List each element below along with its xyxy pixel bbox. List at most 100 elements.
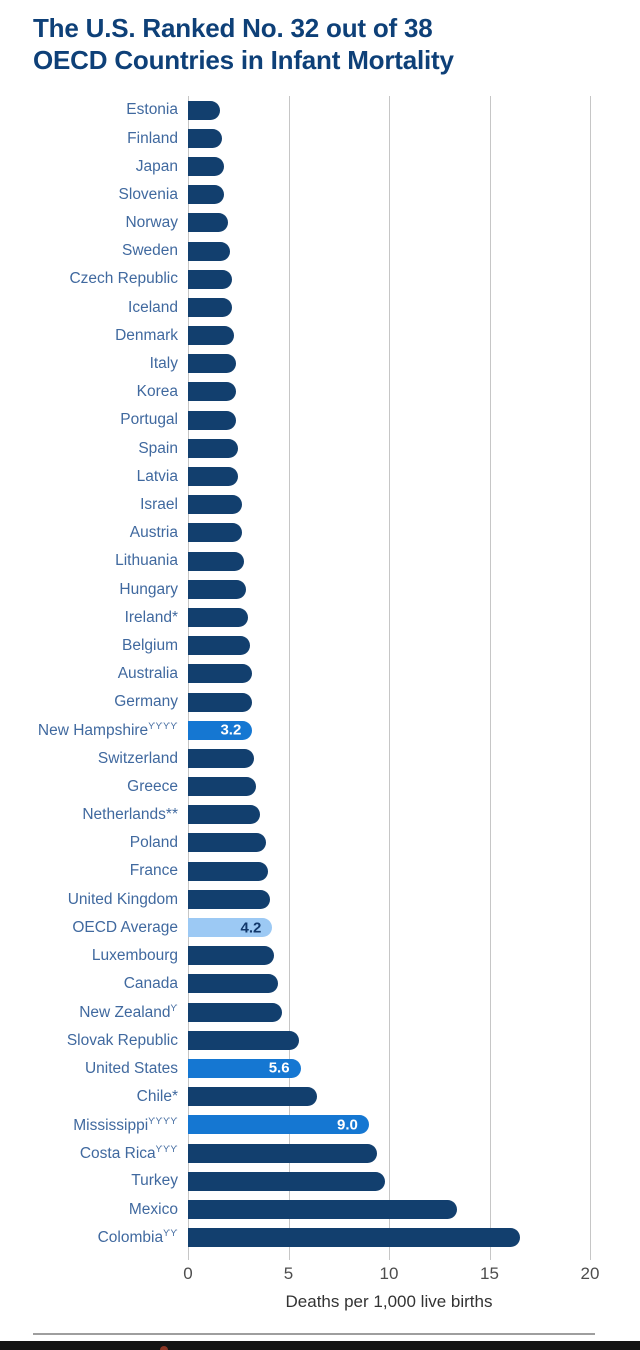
category-label: Costa Ricaϒϒϒ bbox=[33, 1144, 178, 1162]
gridline-5 bbox=[288, 96, 290, 1260]
bar-track: 9.0 bbox=[188, 1111, 630, 1139]
bar-navy bbox=[188, 551, 245, 571]
bar-row: Spain bbox=[33, 434, 630, 462]
bar-row: Lithuania bbox=[33, 547, 630, 575]
bar-row: Italy bbox=[33, 350, 630, 378]
bar-track bbox=[188, 124, 630, 152]
category-label-text: Australia bbox=[117, 665, 178, 683]
bar-navy bbox=[188, 382, 237, 402]
bar-row: Israel bbox=[33, 491, 630, 519]
bar-navy bbox=[188, 410, 237, 430]
chart-title-line1: The U.S. Ranked No. 32 out of 38 bbox=[33, 13, 433, 43]
footnote-marker: ϒϒ bbox=[163, 1228, 178, 1239]
bar-bright: 5.6 bbox=[188, 1058, 301, 1078]
bar-navy bbox=[188, 974, 279, 994]
category-label: Luxembourg bbox=[33, 948, 178, 964]
bar-row: Switzerland bbox=[33, 744, 630, 772]
category-label-text: Korea bbox=[136, 383, 178, 401]
category-label-text: Sweden bbox=[121, 242, 178, 260]
category-label-text: Finland bbox=[127, 129, 178, 147]
x-tick-label-5: 5 bbox=[283, 1264, 294, 1283]
category-label: Australia bbox=[33, 666, 178, 682]
bar-track: 5.6 bbox=[188, 1054, 630, 1082]
bar-row: Austria bbox=[33, 519, 630, 547]
category-label-text: Austria bbox=[129, 524, 178, 542]
bar-navy bbox=[188, 1143, 377, 1163]
category-label: Finland bbox=[33, 129, 178, 147]
category-label: Estonia bbox=[33, 102, 178, 118]
bar-track bbox=[188, 688, 630, 716]
category-label-text: Lithuania bbox=[115, 552, 178, 570]
footnote-marker: ϒϒϒϒ bbox=[148, 720, 178, 731]
bar-navy bbox=[188, 636, 251, 656]
bar-row: Colombiaϒϒ bbox=[33, 1224, 630, 1252]
x-tick-label-0: 0 bbox=[183, 1264, 193, 1283]
category-label: Switzerland bbox=[33, 750, 178, 767]
category-label: Japan bbox=[33, 157, 178, 175]
category-label: Poland bbox=[33, 835, 178, 851]
category-label-text: Costa Rica bbox=[79, 1144, 156, 1162]
bar-navy bbox=[188, 438, 239, 458]
category-label: Israel bbox=[33, 497, 178, 513]
category-label-text: France bbox=[129, 862, 178, 880]
bar-track bbox=[188, 434, 630, 462]
bar-row: Finland bbox=[33, 124, 630, 152]
category-label: Czech Republic bbox=[33, 271, 178, 287]
category-label-text: Canada bbox=[123, 975, 178, 993]
category-label: Latvia bbox=[33, 469, 178, 485]
category-label: Lithuania bbox=[33, 553, 178, 569]
gridline-15 bbox=[489, 96, 491, 1260]
category-label: Slovenia bbox=[33, 187, 178, 203]
bar-row: Slovenia bbox=[33, 181, 630, 209]
category-label: Korea bbox=[33, 384, 178, 400]
gridline-10 bbox=[389, 96, 390, 1260]
bar-track bbox=[188, 406, 630, 434]
category-label: Greece bbox=[33, 779, 178, 795]
bar-track bbox=[188, 1167, 630, 1195]
bar-navy bbox=[188, 1199, 458, 1219]
bar-track bbox=[188, 603, 630, 631]
category-label-text: Japan bbox=[135, 157, 178, 175]
category-label: Netherlands** bbox=[33, 807, 178, 823]
chart-title-line2: OECD Countries in Infant Mortality bbox=[33, 44, 454, 75]
bar-row: New Zealandϒ bbox=[33, 998, 630, 1026]
category-label: Mexico bbox=[33, 1200, 178, 1218]
category-label: France bbox=[33, 863, 178, 879]
bar-row: Germany bbox=[33, 688, 630, 716]
bar-track bbox=[188, 1224, 630, 1252]
category-label-text: United Kingdom bbox=[67, 890, 178, 908]
category-label: Slovak Republic bbox=[33, 1032, 178, 1049]
category-label-text: Mexico bbox=[128, 1200, 178, 1218]
bar-track bbox=[188, 885, 630, 913]
category-label-text: Iceland bbox=[128, 298, 178, 316]
bar-navy bbox=[188, 1171, 385, 1191]
category-label-text: Spain bbox=[138, 439, 178, 457]
bar-track bbox=[188, 293, 630, 321]
category-label-text: Latvia bbox=[136, 467, 178, 485]
bar-row: Greece bbox=[33, 773, 630, 801]
bar-row: Netherlands** bbox=[33, 801, 630, 829]
bar-navy bbox=[188, 1030, 299, 1050]
bar-track bbox=[188, 181, 630, 209]
bar-track bbox=[188, 857, 630, 885]
category-label-text: United States bbox=[84, 1059, 178, 1077]
x-tick-label-10: 10 bbox=[379, 1264, 399, 1283]
bar-navy bbox=[188, 664, 253, 684]
category-label: United Kingdom bbox=[33, 890, 178, 908]
bar-track bbox=[188, 575, 630, 603]
category-label-text: Estonia bbox=[126, 101, 178, 119]
bar-navy bbox=[188, 889, 271, 909]
bar-navy bbox=[188, 297, 233, 317]
gridline-20 bbox=[590, 96, 591, 1260]
x-axis-label: Deaths per 1,000 live births bbox=[285, 1292, 493, 1311]
category-label: Chile* bbox=[33, 1089, 178, 1105]
bar-row: Belgium bbox=[33, 632, 630, 660]
bar-track bbox=[188, 1083, 630, 1111]
bar-track bbox=[188, 237, 630, 265]
bar-track bbox=[188, 322, 630, 350]
bar-track bbox=[188, 1195, 630, 1223]
category-label-text: Denmark bbox=[115, 326, 178, 344]
bar-track bbox=[188, 773, 630, 801]
bar-track bbox=[188, 152, 630, 180]
